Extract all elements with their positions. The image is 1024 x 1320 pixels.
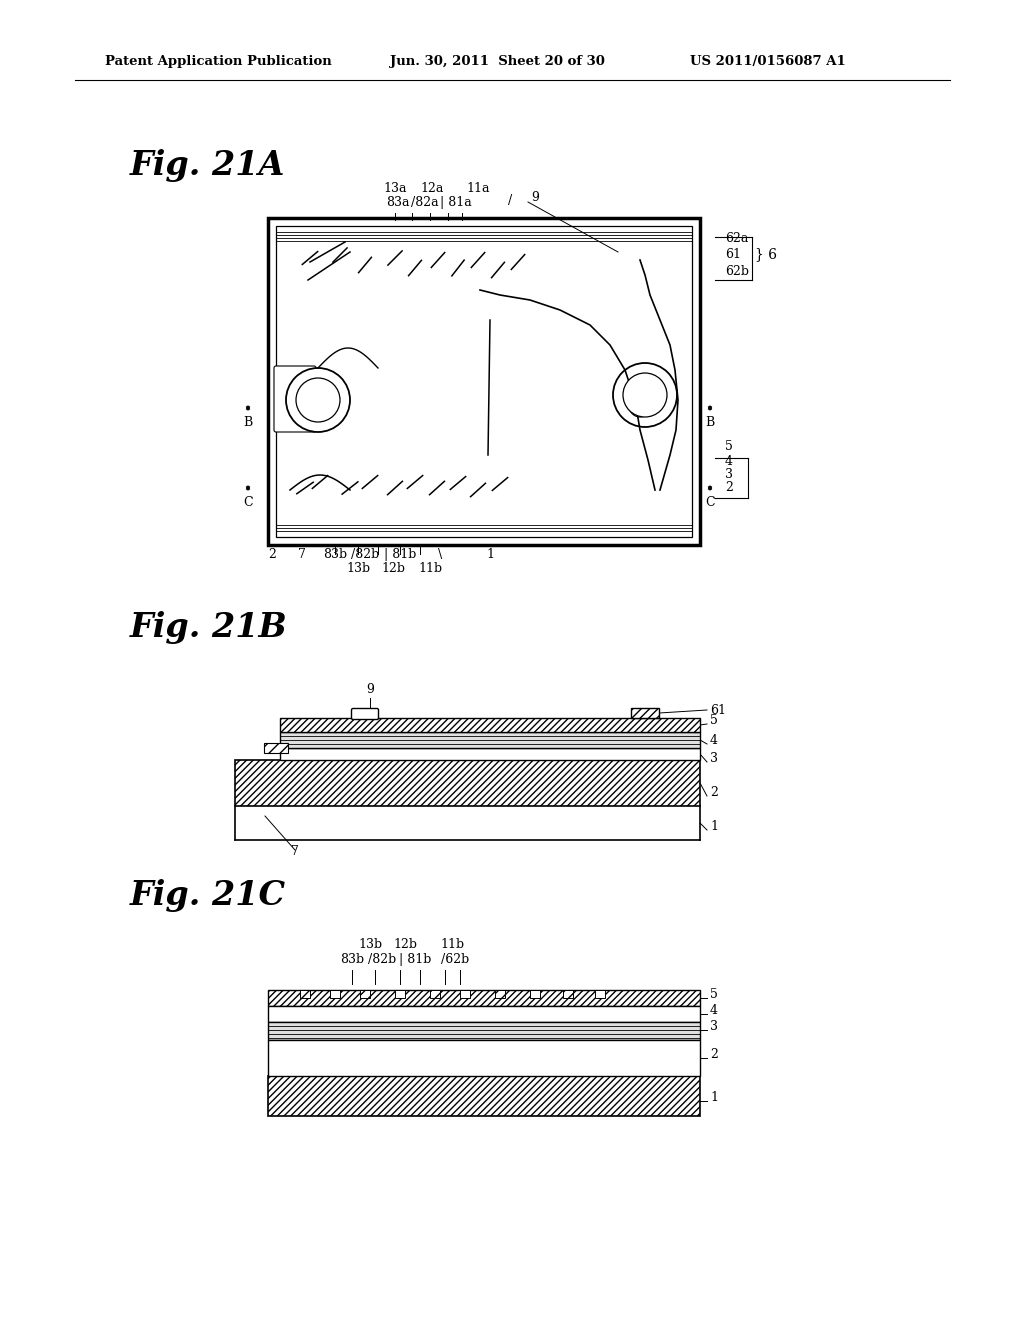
Text: 61: 61 (725, 248, 741, 261)
Text: /82a: /82a (412, 195, 439, 209)
Bar (395, 990, 406, 998)
Text: C: C (243, 496, 253, 510)
Bar (563, 990, 573, 998)
Text: Patent Application Publication: Patent Application Publication (105, 55, 332, 69)
Text: 3: 3 (710, 752, 718, 766)
Bar (330, 990, 340, 998)
Text: 2: 2 (710, 1048, 718, 1061)
Text: 4: 4 (725, 455, 733, 469)
Circle shape (623, 374, 667, 417)
Bar (460, 990, 470, 998)
Text: Jun. 30, 2011  Sheet 20 of 30: Jun. 30, 2011 Sheet 20 of 30 (390, 55, 605, 69)
FancyBboxPatch shape (274, 366, 316, 432)
Text: 13b: 13b (358, 939, 382, 950)
Text: 7: 7 (298, 548, 306, 561)
Text: 9: 9 (366, 682, 374, 696)
Bar (280, 718, 700, 733)
Bar (268, 990, 700, 1006)
Text: | 81a: | 81a (440, 195, 472, 209)
Text: 11a: 11a (466, 182, 489, 195)
Text: 61: 61 (710, 704, 726, 717)
Text: 62a: 62a (725, 232, 749, 246)
Text: /82b: /82b (351, 548, 379, 561)
Text: 13b: 13b (346, 562, 370, 576)
Text: 83a: 83a (386, 195, 410, 209)
Bar (280, 748, 700, 760)
Bar (495, 990, 505, 998)
Bar (268, 1076, 700, 1115)
Text: /82b: /82b (368, 953, 396, 966)
Bar (268, 218, 700, 545)
Text: 1: 1 (710, 820, 718, 833)
Bar (234, 760, 700, 807)
Text: 2: 2 (710, 785, 718, 799)
Text: | 81b: | 81b (398, 953, 431, 966)
Text: 4: 4 (710, 734, 718, 747)
Text: 2: 2 (725, 480, 733, 494)
Circle shape (296, 378, 340, 422)
Text: /62b: /62b (441, 953, 469, 966)
Text: Fig. 21B: Fig. 21B (130, 611, 288, 644)
Text: 5: 5 (710, 714, 718, 727)
Text: 1: 1 (710, 1092, 718, 1104)
Text: 12a: 12a (420, 182, 443, 195)
Text: 5: 5 (725, 440, 733, 453)
Text: 4: 4 (710, 1005, 718, 1016)
Text: 13a: 13a (383, 182, 407, 195)
Bar (300, 990, 310, 998)
Text: } 6: } 6 (755, 247, 777, 261)
Bar (268, 1006, 700, 1022)
Text: 3: 3 (710, 1020, 718, 1034)
Text: 62b: 62b (725, 265, 749, 279)
Bar (430, 990, 440, 998)
Text: /: / (508, 194, 512, 207)
Bar (360, 990, 370, 998)
Circle shape (613, 363, 677, 426)
Bar (530, 990, 540, 998)
Circle shape (286, 368, 350, 432)
FancyBboxPatch shape (351, 709, 379, 719)
Text: \: \ (438, 548, 442, 561)
Text: 12b: 12b (381, 562, 406, 576)
Text: 12b: 12b (393, 939, 417, 950)
Text: B: B (244, 417, 253, 429)
Text: Fig. 21A: Fig. 21A (130, 149, 286, 181)
Text: 7: 7 (291, 845, 299, 858)
Text: 83b: 83b (340, 953, 365, 966)
Text: 3: 3 (725, 469, 733, 480)
Text: 11b: 11b (440, 939, 464, 950)
Text: US 2011/0156087 A1: US 2011/0156087 A1 (690, 55, 846, 69)
Text: B: B (706, 417, 715, 429)
Text: 1: 1 (486, 548, 494, 561)
Text: 9: 9 (531, 191, 539, 205)
Text: Fig. 21C: Fig. 21C (130, 879, 286, 912)
Text: 83b: 83b (323, 548, 347, 561)
Bar (276, 226, 692, 537)
Bar (264, 743, 288, 752)
Bar (595, 990, 605, 998)
FancyBboxPatch shape (631, 708, 659, 718)
Bar (280, 733, 700, 748)
Text: 2: 2 (268, 548, 275, 561)
Text: | 81b: | 81b (384, 548, 416, 561)
Text: C: C (706, 496, 715, 510)
Bar (268, 1022, 700, 1040)
Bar (268, 1040, 700, 1076)
Text: 5: 5 (710, 987, 718, 1001)
Text: 11b: 11b (418, 562, 442, 576)
